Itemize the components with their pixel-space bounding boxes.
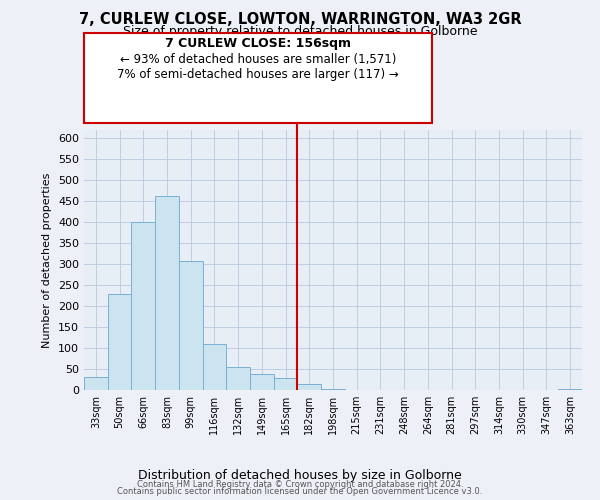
- Bar: [179, 261, 203, 390]
- Bar: [84, 378, 108, 390]
- Text: 7, CURLEW CLOSE, LOWTON, WARRINGTON, WA3 2GR: 7, CURLEW CLOSE, LOWTON, WARRINGTON, WA3…: [79, 12, 521, 28]
- Bar: [274, 378, 298, 390]
- Text: Size of property relative to detached houses in Golborne: Size of property relative to detached ho…: [123, 25, 477, 38]
- Bar: [226, 367, 250, 390]
- Y-axis label: Number of detached properties: Number of detached properties: [43, 172, 52, 348]
- Bar: [203, 344, 226, 390]
- Text: Distribution of detached houses by size in Golborne: Distribution of detached houses by size …: [138, 470, 462, 482]
- Text: Contains HM Land Registry data © Crown copyright and database right 2024.: Contains HM Land Registry data © Crown c…: [137, 480, 463, 489]
- Bar: [321, 389, 345, 390]
- Bar: [155, 196, 179, 390]
- Bar: [131, 222, 155, 390]
- Text: 7 CURLEW CLOSE: 156sqm: 7 CURLEW CLOSE: 156sqm: [165, 38, 351, 51]
- Text: ← 93% of detached houses are smaller (1,571): ← 93% of detached houses are smaller (1,…: [120, 54, 396, 66]
- Bar: [108, 294, 131, 390]
- Bar: [298, 384, 321, 390]
- Text: 7% of semi-detached houses are larger (117) →: 7% of semi-detached houses are larger (1…: [117, 68, 399, 82]
- Text: Contains public sector information licensed under the Open Government Licence v3: Contains public sector information licen…: [118, 488, 482, 496]
- Bar: [558, 388, 582, 390]
- Bar: [250, 374, 274, 390]
